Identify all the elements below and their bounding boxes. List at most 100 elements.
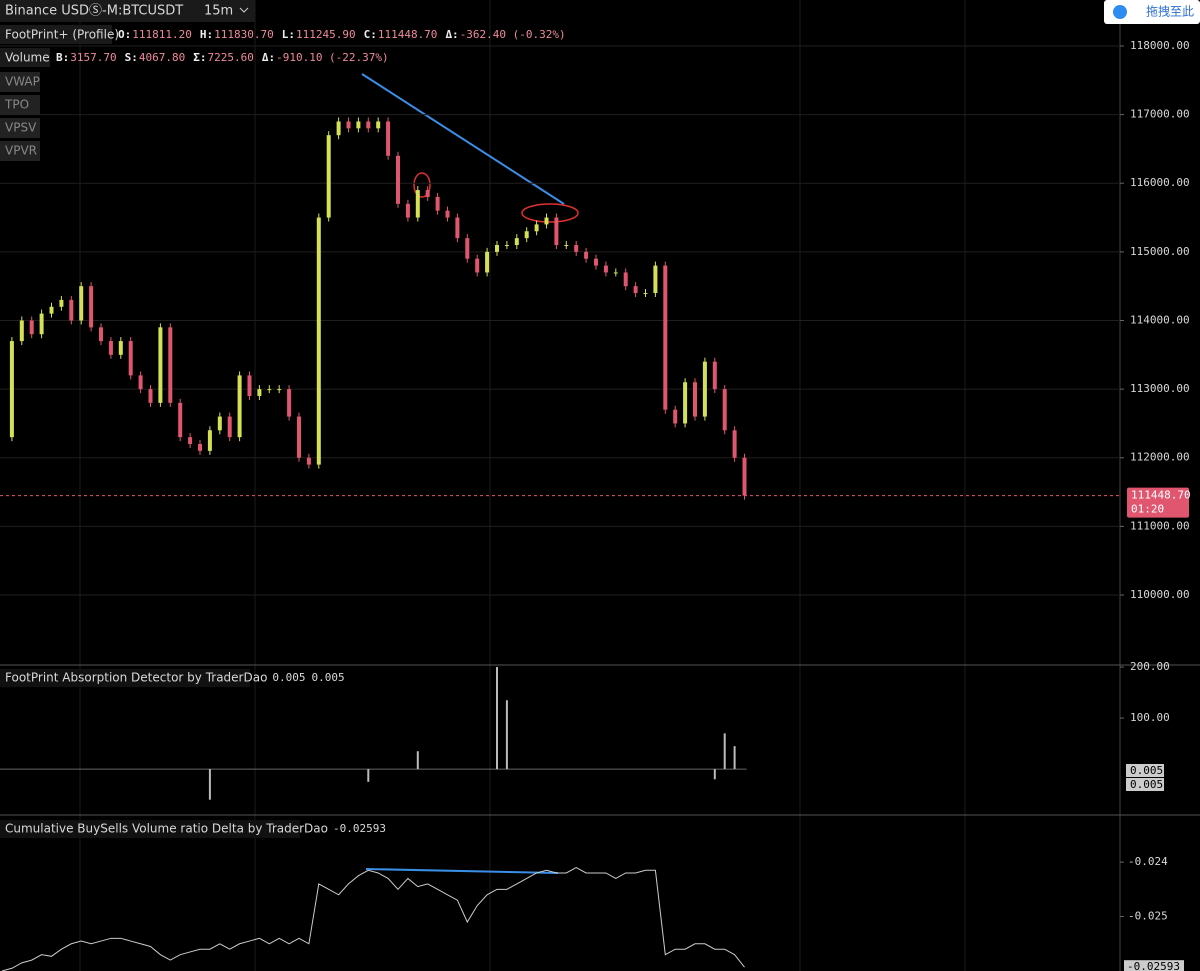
candle-body [89, 286, 94, 328]
candle-body [148, 389, 153, 403]
toggle-button[interactable] [0, 118, 40, 138]
countdown: 01:20 [1131, 503, 1164, 516]
drag-label: 拖拽至此 [1146, 5, 1194, 19]
header-value: 111830.70 [214, 28, 274, 41]
drag-button[interactable] [1104, 0, 1200, 24]
header-label: Δ: [445, 28, 458, 41]
candle-body [376, 121, 381, 129]
interval[interactable]: 15m [204, 4, 233, 19]
candle-body [603, 265, 608, 273]
candle-body [584, 251, 589, 259]
candle-body [504, 245, 509, 246]
header-value: -362.40 (-0.32%) [460, 28, 566, 41]
y-tick-label: -0.024 [1128, 855, 1168, 868]
value-badge-label: 0.005 [1130, 764, 1163, 777]
value-badge-label: 0.005 [1130, 778, 1163, 791]
volume-box[interactable] [0, 48, 50, 67]
buttons: VWAP TPO VPSV VPVR [0, 72, 40, 161]
indicator-name: FootPrint+ (Profile) [5, 28, 119, 42]
candle-body [653, 265, 658, 294]
y-tick-label: 112000.00 [1130, 451, 1190, 464]
candle-body [712, 361, 717, 390]
candle-body [168, 327, 173, 403]
volume-title: Volume [5, 51, 50, 65]
y-tick-label: 117000.00 [1130, 108, 1190, 121]
legend-value: 0.005 [272, 671, 305, 684]
pane-title: Cumulative BuySells Volume ratio Delta b… [5, 822, 328, 836]
header-label: O: [118, 28, 131, 41]
candle-body [336, 121, 341, 136]
candle-body [158, 327, 163, 403]
value-badge [1124, 960, 1184, 971]
candle-body [287, 389, 292, 417]
y-tick-label: 114000.00 [1130, 313, 1190, 326]
candle-body [386, 121, 391, 156]
header-label: C: [364, 28, 377, 41]
y-tick-label: -0.025 [1128, 910, 1168, 923]
symbol: Binance USDⓈ-M:BTCUSDT [5, 4, 183, 19]
toggle-label: TPO [4, 98, 29, 112]
toggle-label: VPVR [5, 144, 37, 158]
candle-body [405, 203, 410, 218]
last-price-badge [1127, 487, 1189, 518]
candle-body [554, 217, 559, 245]
dropdown-icon [239, 7, 249, 13]
candle-body [514, 238, 519, 245]
candle-body [128, 341, 133, 376]
candle-body [217, 416, 222, 431]
legend-value: -0.02593 [333, 822, 386, 835]
y-tick-label: 110000.00 [1130, 588, 1190, 601]
candle-body [297, 416, 301, 458]
candle-body [673, 409, 678, 424]
candle-body [79, 286, 84, 321]
candle-body [683, 382, 688, 424]
candle-body [198, 444, 202, 451]
y-tick-label: 200.00 [1130, 660, 1170, 673]
last-price-label: 111448.70 [1131, 489, 1191, 502]
indicator-box[interactable] [0, 25, 112, 44]
header-value: 111811.20 [132, 28, 192, 41]
header-label: Δ: [262, 51, 275, 64]
candle-body [396, 155, 400, 204]
candle-body [267, 389, 272, 391]
candle-body [693, 382, 697, 417]
candle-body [188, 437, 193, 445]
annotation-circle [413, 172, 431, 198]
header-value: 3157.70 [70, 51, 116, 64]
candle-body [663, 265, 668, 410]
header-label: S: [125, 51, 138, 64]
header-values: O: 111811.20 H: 111830.70 L: 111245.90 C: 11144… [56, 28, 566, 64]
pane-title: FootPrint Absorption Detector by TraderD… [5, 671, 267, 685]
drag-icon [1113, 5, 1127, 19]
value-badge [1126, 778, 1164, 791]
candle-body [99, 327, 103, 342]
candle-body [19, 320, 24, 342]
marks: 110000.00 111000.00 112000.00 113000.00 1140… [0, 39, 1191, 971]
candle-body [742, 457, 747, 496]
y-tick-label: 100.00 [1130, 711, 1170, 724]
trendline [365, 868, 559, 874]
candle-body [633, 286, 638, 294]
header-value: 7225.60 [207, 51, 253, 64]
title-box [0, 669, 250, 687]
candle-body [534, 224, 539, 232]
toggle-button[interactable] [0, 95, 40, 115]
header-label: L: [282, 28, 295, 41]
grid [79, 0, 966, 971]
header-value: 4067.80 [139, 51, 185, 64]
candle-body [138, 375, 143, 390]
toggle-button[interactable] [0, 72, 40, 92]
candle-body [108, 341, 113, 355]
toggle-button[interactable] [0, 141, 40, 161]
candle-body [178, 402, 183, 438]
y-tick-label: 111000.00 [1130, 519, 1190, 532]
candle-body [237, 375, 242, 438]
candle-body [643, 293, 648, 295]
annotation-circle [521, 203, 579, 223]
symbol-box[interactable] [0, 0, 255, 22]
candle-body [594, 258, 598, 266]
value-badge [1126, 764, 1164, 777]
candle-body [425, 190, 430, 197]
candle-body [455, 217, 460, 239]
candle-body [326, 135, 331, 218]
